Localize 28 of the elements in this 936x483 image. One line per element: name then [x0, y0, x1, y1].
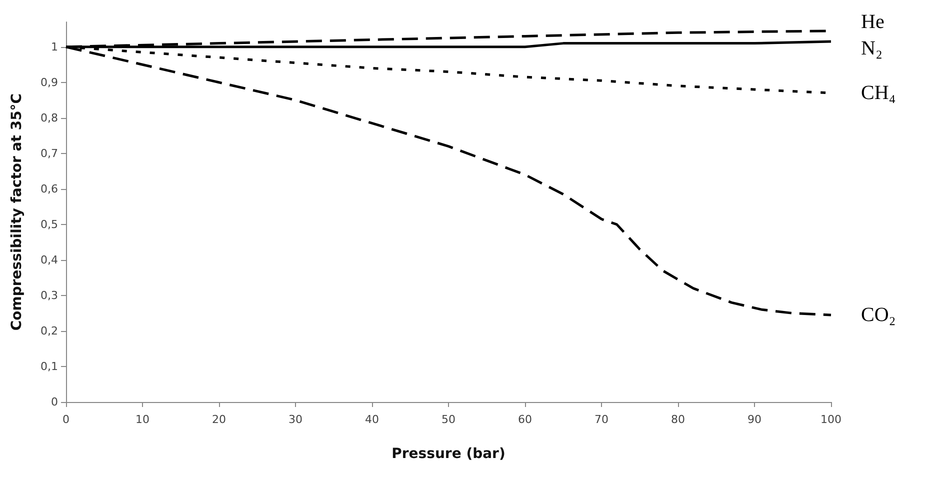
x-tick-label: 30: [288, 413, 302, 426]
x-tick-label: 20: [212, 413, 226, 426]
y-tick-label: 0,6: [40, 182, 58, 196]
y-tick-label: 0,7: [40, 146, 58, 160]
y-tick-label: 0: [51, 396, 58, 408]
x-tick-label: 80: [671, 413, 685, 426]
y-tick-label: 0,4: [40, 253, 58, 266]
y-tick-label: 1: [51, 40, 58, 54]
series-label: N₂: [861, 38, 882, 60]
y-tick-label: 0,8: [40, 111, 58, 124]
x-tick-label: 0: [62, 413, 70, 426]
y-tick-label: 0,5: [40, 218, 58, 231]
series-label: CO₂: [861, 304, 896, 326]
x-tick-label: 50: [442, 413, 456, 426]
x-axis-title: Pressure (bar): [392, 446, 506, 462]
x-tick-label: 60: [518, 413, 532, 426]
y-axis-title: Compressibility factor at 35°C: [9, 93, 25, 331]
y-tick-label: 0,3: [40, 288, 58, 302]
y-tick-label: 0,1: [40, 360, 58, 373]
series-label: He: [861, 10, 884, 33]
x-tick-label: 40: [365, 413, 379, 426]
x-tick-label: 90: [748, 413, 762, 426]
x-tick-label: 100: [820, 413, 842, 426]
x-tick-label: 70: [594, 413, 608, 426]
y-tick-label: 0,2: [40, 324, 58, 338]
series-label: CH₄: [861, 82, 896, 104]
y-tick-label: 0,9: [40, 76, 58, 89]
x-tick-label: 10: [136, 413, 150, 426]
